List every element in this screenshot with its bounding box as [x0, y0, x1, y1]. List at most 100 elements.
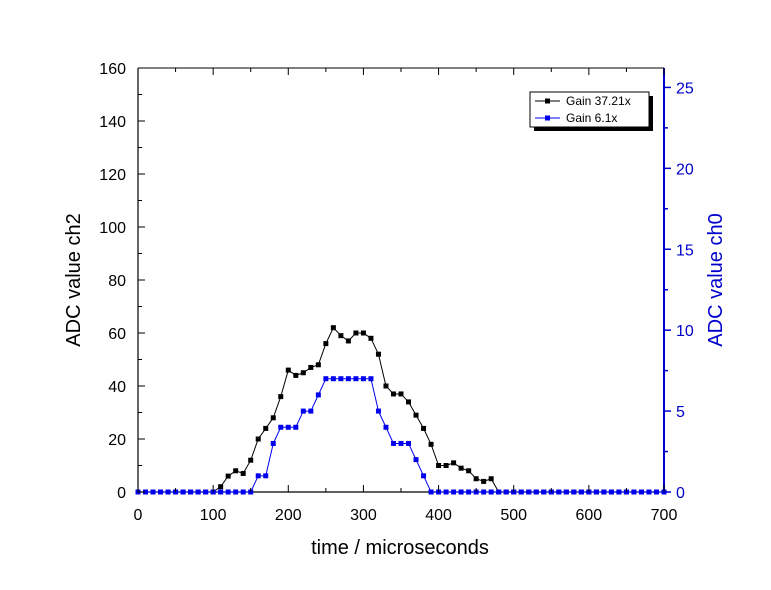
data-point [308, 408, 314, 414]
data-point [165, 489, 171, 495]
y-tick-label: 0 [117, 485, 126, 502]
data-point [616, 489, 622, 495]
data-point [323, 341, 329, 347]
data-point [203, 489, 209, 495]
data-point [533, 489, 539, 495]
data-point [556, 489, 562, 495]
data-point [315, 362, 321, 368]
data-point [143, 489, 149, 495]
data-point [233, 489, 239, 495]
x-tick-label: 100 [200, 507, 227, 524]
data-point [195, 489, 201, 495]
data-point [278, 424, 284, 430]
data-point [458, 489, 464, 495]
data-point [188, 489, 194, 495]
data-point [278, 394, 284, 400]
data-point [368, 376, 374, 382]
data-point [653, 489, 659, 495]
data-point [398, 391, 404, 397]
data-point [413, 457, 419, 463]
data-point [451, 489, 457, 495]
y2-axis-title: ADC value ch0 [705, 213, 727, 346]
y2-tick-label: 5 [676, 404, 685, 421]
legend-box [529, 91, 650, 128]
data-point [406, 440, 412, 446]
data-point [300, 370, 306, 376]
y-tick-label: 20 [108, 432, 126, 449]
data-point [270, 440, 276, 446]
data-point [443, 489, 449, 495]
legend-label-series-2: Gain 6.1x [566, 111, 617, 125]
data-point [541, 489, 547, 495]
data-point [593, 489, 599, 495]
data-point [383, 424, 389, 430]
legend: Gain 37.21x Gain 6.1x [529, 91, 653, 131]
legend-marker-series-2 [545, 115, 550, 121]
data-point [315, 392, 321, 398]
y-tick-label: 60 [108, 326, 126, 343]
x-tick-label: 0 [134, 507, 143, 524]
data-point [526, 489, 532, 495]
data-point [218, 489, 224, 495]
x-tick-label: 300 [350, 507, 377, 524]
y2-tick-label: 0 [676, 485, 685, 502]
data-point [375, 351, 381, 357]
data-point [285, 367, 291, 373]
data-point [218, 484, 224, 490]
y2-tick-label: 15 [676, 242, 694, 259]
y-tick-label: 40 [108, 379, 126, 396]
data-point [285, 424, 291, 430]
data-point [323, 376, 329, 382]
data-point [293, 372, 299, 378]
data-point [638, 489, 644, 495]
data-point [158, 489, 164, 495]
data-point [578, 489, 584, 495]
data-point [330, 325, 336, 331]
x-tick-label: 700 [651, 507, 678, 524]
y-axis-title: ADC value ch2 [63, 213, 85, 346]
data-point [503, 489, 509, 495]
legend-marker-series-1 [545, 98, 550, 104]
data-point [180, 489, 186, 495]
data-point [488, 489, 494, 495]
data-point [225, 489, 231, 495]
data-point [608, 489, 614, 495]
y2-tick-label: 25 [676, 80, 694, 97]
data-point [360, 376, 366, 382]
x-tick-label: 200 [275, 507, 302, 524]
data-point [443, 463, 449, 468]
y-tick-label: 120 [99, 167, 126, 184]
data-point [308, 364, 314, 370]
data-point [345, 376, 351, 382]
data-point [481, 478, 487, 484]
data-point [563, 489, 569, 495]
data-point [428, 441, 434, 447]
x-tick-label: 600 [576, 507, 603, 524]
data-point [646, 489, 652, 495]
data-point [233, 468, 239, 474]
series-layer [135, 325, 667, 495]
y-tick-label: 140 [99, 114, 126, 131]
data-point [338, 333, 344, 339]
data-point [383, 383, 389, 389]
axes-layer: 0 100 200 300 400 500 600 700020406080100120140… [99, 61, 694, 524]
x-tick-label: 500 [500, 507, 527, 524]
data-point [255, 436, 261, 442]
data-point [353, 376, 359, 382]
data-point [436, 463, 442, 468]
data-point [458, 465, 464, 471]
plot-frame [137, 67, 665, 493]
data-point [300, 408, 306, 414]
data-point [601, 489, 607, 495]
y2-tick-label: 20 [676, 161, 694, 178]
data-point [481, 489, 487, 495]
data-point [473, 476, 479, 482]
data-point [466, 489, 472, 495]
data-point [398, 440, 404, 446]
data-point [375, 408, 381, 414]
data-point [263, 473, 269, 479]
y2-tick-label: 10 [676, 323, 694, 340]
data-point [225, 473, 231, 479]
data-point [518, 489, 524, 495]
